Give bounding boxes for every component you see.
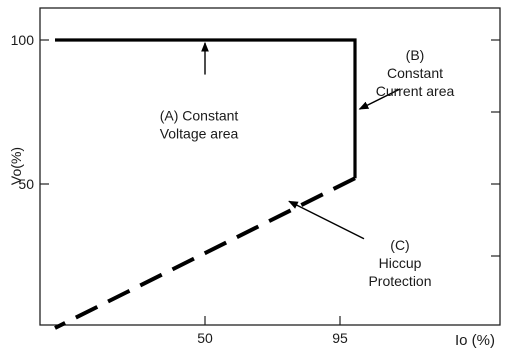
- annotation-b-text-line: (B): [406, 47, 425, 63]
- chart-frame-layer: [39, 7, 501, 326]
- annotation-a-text-line: (A) Constant: [160, 108, 239, 124]
- annotation-c-text-line: Protection: [368, 273, 431, 289]
- annotation-c-arrow: [288, 200, 365, 240]
- chart-annotations-layer: (A) Constant Voltage area (B) Constant Curre…: [160, 41, 455, 289]
- chart-lines-layer: [54, 38, 357, 330]
- annotation-c-text-line: Hiccup: [379, 255, 422, 271]
- y-tick-label: 100: [11, 32, 35, 48]
- annotation-b-text: (B) Constant Current area: [376, 47, 455, 99]
- annotation-b-text-line: Constant: [387, 65, 443, 81]
- annotation-a-text: (A) Constant Voltage area: [160, 108, 239, 142]
- plot-frame: [39, 7, 501, 326]
- chart-ticks-layer: 50 100 50 95: [11, 32, 500, 346]
- annotation-c-text: (C) Hiccup Protection: [368, 237, 431, 289]
- annotation-c-text-line: (C): [390, 237, 409, 253]
- characteristic-line: [55, 38, 357, 179]
- x-tick-label: 50: [197, 330, 213, 346]
- hiccup-dashed-line: [54, 176, 356, 330]
- annotation-b-arrow: [358, 88, 401, 110]
- x-tick-label: 95: [332, 330, 348, 346]
- y-tick-label: 50: [18, 176, 34, 192]
- annotation-a-text-line: Voltage area: [160, 126, 239, 142]
- y-axis-label: Vo(%): [8, 147, 24, 185]
- x-axis-label: Io (%): [455, 332, 495, 349]
- annotation-b-text-line: Current area: [376, 83, 455, 99]
